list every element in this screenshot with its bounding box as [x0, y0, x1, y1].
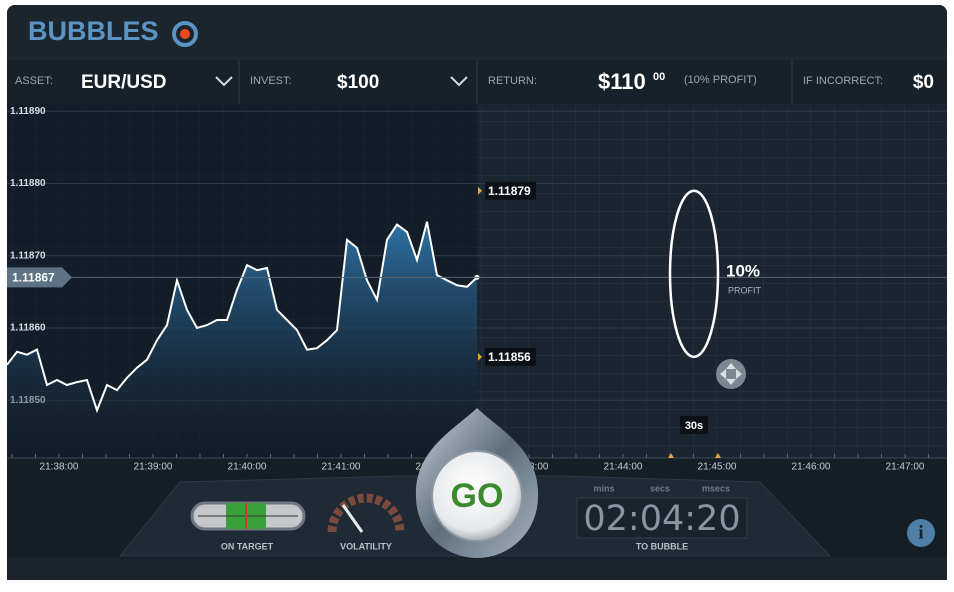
y-tick-label: 1.11860 [10, 323, 46, 334]
level-tag [485, 181, 536, 200]
unit: secs [650, 483, 670, 493]
volatility-gauge [327, 493, 405, 533]
current-tag [7, 267, 72, 288]
timer-tag [680, 416, 708, 434]
toolbar-dividers [238, 60, 793, 104]
timer-label: 30s [685, 420, 703, 432]
info-label[interactable]: i [918, 522, 923, 543]
range-marker [668, 453, 721, 458]
bubble-profit: 10% [726, 261, 760, 280]
level-label: 1.11879 [488, 184, 531, 198]
label: INVEST: [250, 75, 292, 87]
invest[interactable]: $100 [337, 72, 379, 93]
x-tick-label: 21:41:00 [322, 462, 361, 473]
bubble-profit-label: PROFIT [728, 285, 762, 295]
level-tag [485, 347, 536, 366]
chart: 1.118901.118801.118701.118601.118501.118… [6, 106, 947, 458]
y-tick-label: 1.11870 [10, 250, 46, 261]
level-label: 1.11856 [488, 350, 531, 364]
x-tick-label: 21:46:00 [792, 462, 831, 473]
y-tick-label: 1.11880 [10, 178, 46, 189]
x-tick-label: 21:45:00 [698, 462, 737, 473]
chevron[interactable] [450, 76, 468, 87]
chevron[interactable] [215, 76, 233, 87]
label: RETURN: [488, 75, 537, 87]
return-cents: 00 [653, 71, 665, 83]
x-tick-label: 21:39:00 [134, 462, 173, 473]
toolbar-labels: ASSET: INVEST: RETURN: (10% PROFIT) IF I… [15, 74, 883, 87]
x-tick-label: 21:38:00 [40, 462, 79, 473]
x-tick-label: 21:40:00 [228, 462, 267, 473]
label: VOLATILITY [340, 541, 392, 551]
logo-dot [180, 29, 190, 39]
level-marker [478, 352, 482, 361]
info-button[interactable] [907, 519, 935, 547]
label: TO BUBBLE [636, 541, 688, 551]
go-label[interactable]: GO [451, 477, 504, 515]
label: IF INCORRECT: [803, 75, 883, 87]
move-handle[interactable] [716, 359, 746, 389]
return: $110 [598, 69, 646, 94]
level-marker [478, 186, 482, 195]
price-area [7, 221, 477, 458]
move-arrows [720, 363, 742, 385]
x-tick-label: 21:44:00 [604, 462, 643, 473]
toolbar-values: EUR/USD $100 $110 00 $0 [81, 69, 934, 94]
label: ASSET: [15, 75, 53, 87]
bubble [668, 189, 720, 359]
countdown: 02:04:20 [583, 499, 740, 539]
countdown-box [576, 497, 748, 539]
incorrect: $0 [913, 72, 934, 93]
label: ON TARGET [221, 541, 274, 551]
logo-icon [172, 21, 198, 47]
unit: msecs [702, 483, 730, 493]
go-button[interactable] [431, 450, 523, 542]
current-label: 1.11867 [12, 271, 55, 285]
x-tick-label: 21:47:00 [886, 462, 925, 473]
y-tick-label: 1.11890 [10, 106, 46, 117]
volatility-needle [341, 504, 364, 533]
logo: BUBBLES [28, 16, 159, 46]
asset[interactable]: EUR/USD [81, 72, 167, 93]
timer-units: mins secs msecs [593, 483, 730, 493]
header [7, 5, 947, 58]
label: (10% PROFIT) [684, 74, 757, 86]
footer [7, 558, 947, 580]
dropdowns [215, 76, 468, 87]
unit: mins [593, 483, 614, 493]
